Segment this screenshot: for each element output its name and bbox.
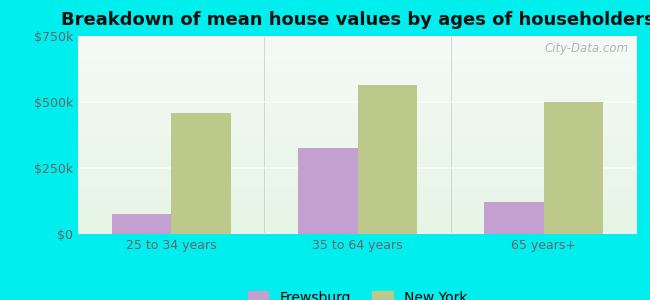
Bar (298, 148, 358, 234)
Bar (171, 112, 231, 234)
Bar (112, 214, 171, 234)
Title: Breakdown of mean house values by ages of householders: Breakdown of mean house values by ages o… (60, 11, 650, 29)
Bar (484, 202, 544, 234)
Bar (544, 102, 603, 234)
Legend: Frewsburg, New York: Frewsburg, New York (242, 285, 473, 300)
Bar (484, 202, 544, 234)
Bar (171, 112, 231, 234)
Bar (298, 148, 358, 234)
Text: City-Data.com: City-Data.com (545, 42, 629, 55)
Bar (112, 214, 171, 234)
Bar (358, 85, 417, 234)
Bar (544, 102, 603, 234)
Bar (358, 85, 417, 234)
